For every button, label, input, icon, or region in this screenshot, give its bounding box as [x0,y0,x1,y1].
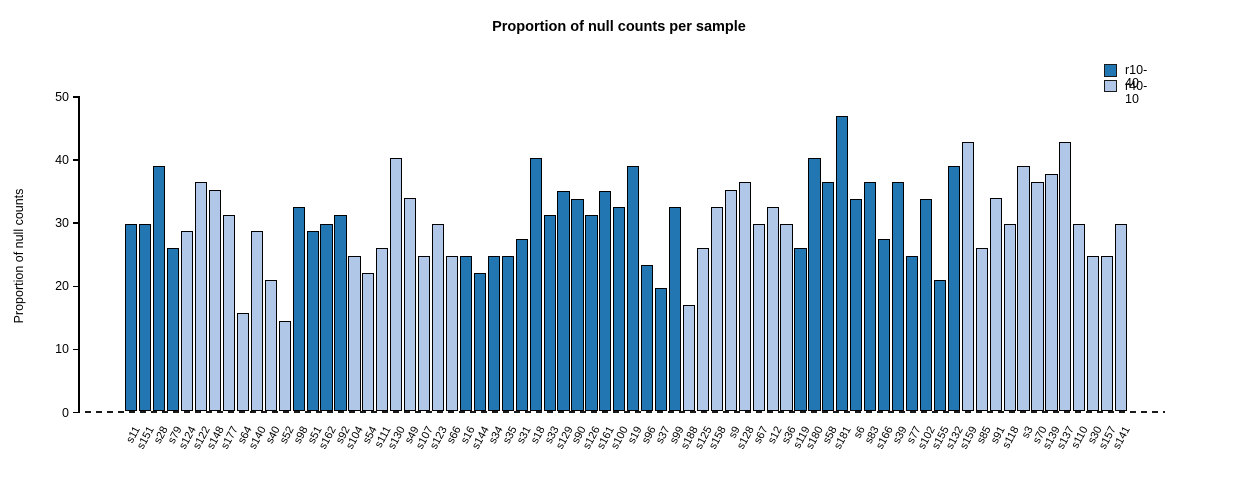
bar-s92 [334,214,347,412]
bar-s30 [1087,256,1100,412]
zero-baseline-dashed [85,411,1165,413]
bar-s96 [641,264,654,412]
bar-s9 [724,190,737,412]
bar-s111 [376,247,389,412]
bar-s79 [167,247,180,412]
bar-s130 [390,157,403,412]
bar-s159 [961,141,974,412]
bar-s122 [195,181,208,412]
bar-s70 [1031,181,1044,412]
bar-s67 [752,223,765,412]
bar-s180 [808,157,821,412]
bar-s118 [1003,223,1016,412]
bar-s177 [222,214,236,412]
bar-s139 [1045,173,1058,412]
bar-s90 [571,198,584,412]
bar-s132 [947,165,960,412]
y-axis-title: Proportion of null counts [12,188,26,324]
y-tick-label: 50 [55,90,69,105]
bar-s3 [1017,165,1030,412]
y-tick-mark [72,348,79,351]
bar-s126 [585,214,598,412]
bar-s151 [139,223,152,412]
y-tick-mark [72,96,79,98]
y-tick-mark [72,159,79,161]
y-tick-label: 10 [55,342,69,357]
y-tick-mark [72,411,79,414]
bar-s33 [543,214,556,412]
bar-s18 [529,157,542,412]
bar-s100 [613,207,626,412]
bar-s6 [850,198,863,412]
y-axis-line [78,96,80,413]
y-tick-label: 40 [55,153,69,168]
y-tick-label: 0 [62,405,69,420]
bar-s144 [473,272,486,412]
y-tick-label: 30 [55,216,69,231]
bar-s52 [278,321,291,412]
bar-s162 [320,223,333,412]
legend-label: r10-40 [1125,63,1148,90]
bar-s119 [794,247,807,412]
bar-s104 [348,256,361,412]
y-tick-mark [72,285,79,288]
bar-s31 [515,238,528,412]
bar-s155 [933,280,946,412]
bar-s124 [181,231,194,412]
bar-s128 [738,181,751,412]
bar-s137 [1059,141,1072,412]
bar-s129 [557,190,570,412]
bar-s141 [1115,223,1128,412]
bar-s40 [264,280,277,412]
bar-s123 [431,223,445,412]
bar-s181 [836,116,849,412]
bar-s12 [766,207,779,412]
bar-s107 [418,256,431,412]
bar-s99 [668,207,682,412]
bar-s28 [153,165,166,412]
bar-s37 [655,287,668,412]
bar-s85 [975,247,988,412]
y-tick-label: 20 [55,279,69,294]
bar-s35 [501,256,514,412]
bar-s36 [780,223,793,412]
bar-s161 [599,190,612,412]
bar-s39 [892,181,905,412]
bar-s158 [710,207,723,412]
bar-s66 [445,256,459,412]
bar-s166 [878,239,891,412]
bar-s34 [487,256,500,412]
bar-s16 [459,256,473,412]
bar-s11 [125,223,138,412]
bar-s51 [306,231,319,412]
bar-s83 [864,181,877,412]
bar-s58 [822,181,835,412]
bar-s188 [682,304,696,412]
bar-s77 [905,256,919,412]
bar-s19 [627,165,640,412]
legend-swatch-light [1104,79,1117,92]
bar-s64 [236,313,249,412]
legend-label: r40-10 [1125,78,1148,106]
bar-s54 [362,272,375,412]
chart-title: Proportion of null counts per sample [492,19,746,35]
bar-s140 [250,231,263,412]
bar-s102 [919,198,933,412]
bar-s49 [404,198,417,412]
y-tick-mark [72,222,79,225]
legend-swatch-dark [1104,64,1117,77]
bar-s110 [1073,223,1086,412]
bar-s91 [989,198,1002,412]
bar-s98 [292,207,305,412]
bar-s148 [208,190,222,412]
bar-s157 [1101,256,1114,412]
bar-s125 [696,247,710,412]
